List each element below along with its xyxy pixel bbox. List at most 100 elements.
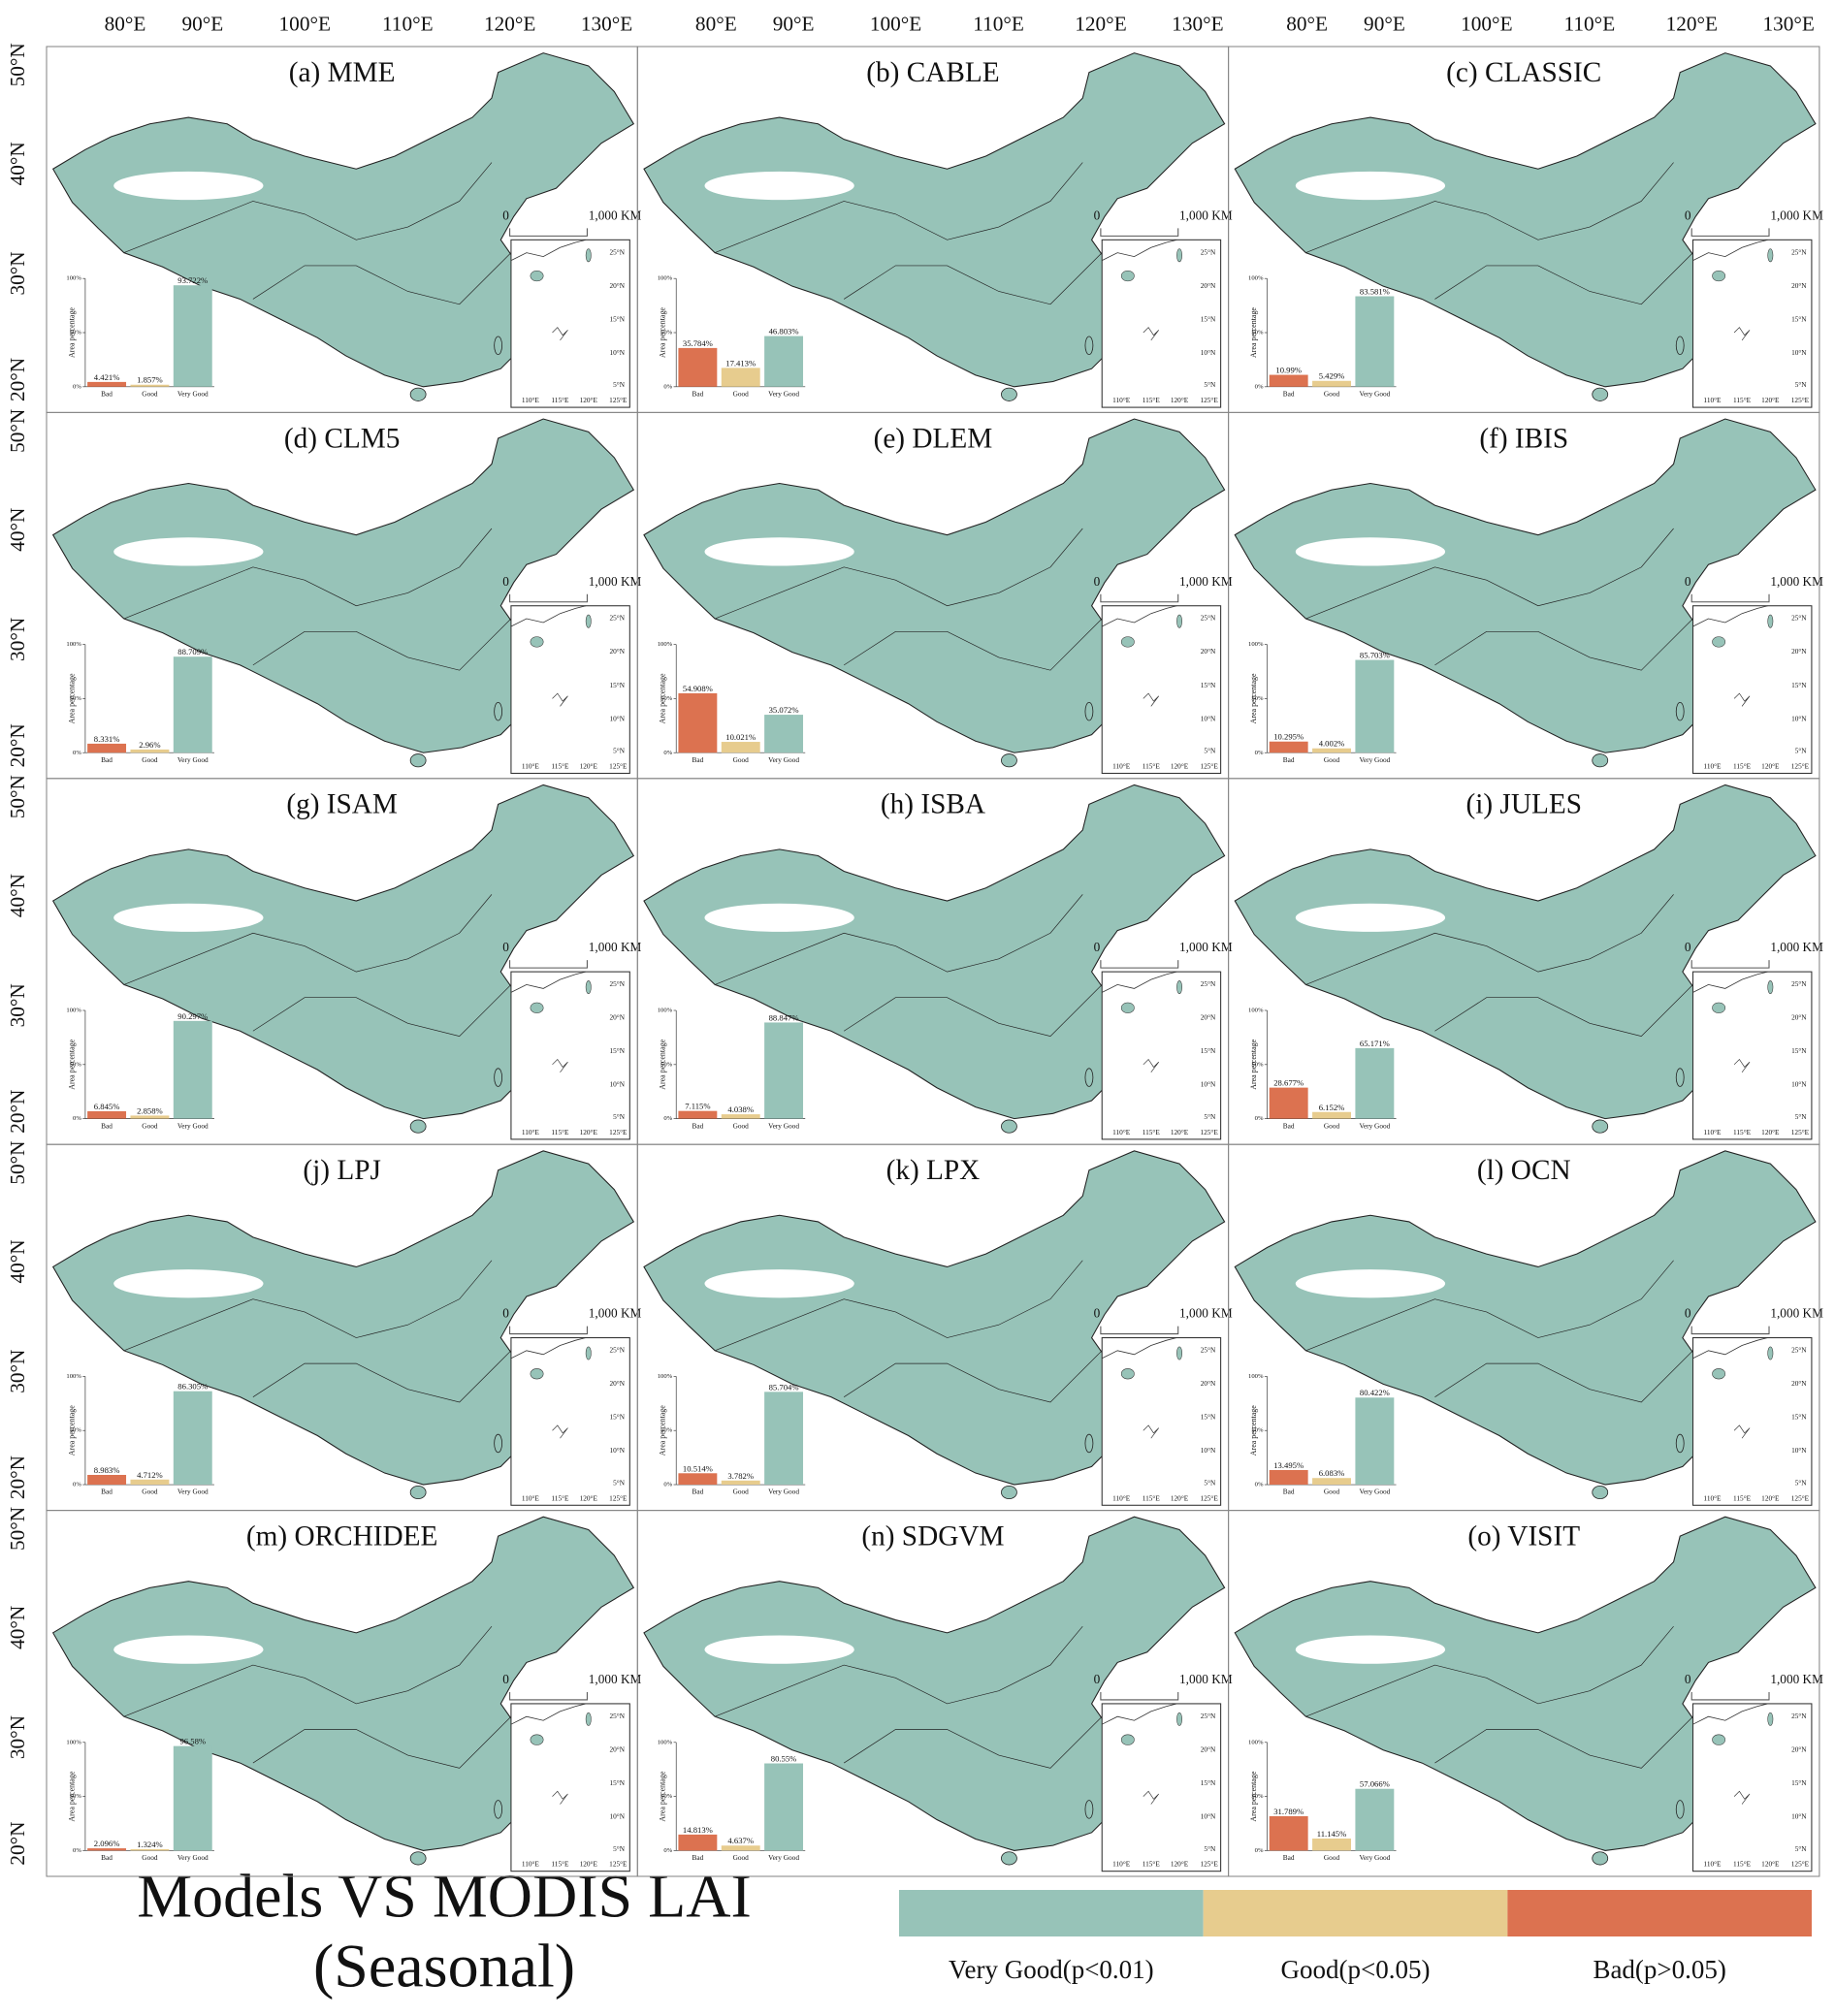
inset-lat-label: 15°N xyxy=(609,1413,625,1422)
inset-frame xyxy=(1691,1703,1813,1872)
legend-swatch xyxy=(1507,1890,1812,1936)
y-tick-label: 100% xyxy=(1248,1373,1264,1380)
lat-label: 40°N xyxy=(6,1239,29,1283)
y-tick-label: 0% xyxy=(73,750,81,756)
inset-lat-label: 25°N xyxy=(1791,1345,1807,1354)
inset-lon-label: 125°E xyxy=(609,396,628,404)
inset-hainan xyxy=(1712,270,1726,282)
lat-label: 40°N xyxy=(6,1606,29,1649)
scale-label: 0 xyxy=(502,940,509,954)
y-tick-label: 0% xyxy=(73,1115,81,1122)
desert-blank xyxy=(113,537,264,566)
province-lines xyxy=(252,252,512,305)
value-label: 88.709% xyxy=(177,647,208,656)
inset-islands xyxy=(1733,692,1751,707)
inset-frame xyxy=(510,605,630,775)
province-lines xyxy=(252,618,512,671)
inset-lon-label: 125°E xyxy=(1791,1493,1810,1502)
lon-label: 80°E xyxy=(695,13,737,36)
inset-lat-label: 10°N xyxy=(1791,348,1807,357)
desert-blank xyxy=(704,1269,854,1298)
scale-bar xyxy=(1100,1691,1179,1701)
inset-coast xyxy=(1102,605,1177,627)
value-label: 7.115% xyxy=(685,1102,710,1111)
inset-lon-label: 120°E xyxy=(1761,1860,1780,1869)
inset-hainan xyxy=(1120,1734,1135,1745)
panel: (i) JULES 0 1,000 KM 110°E 115°E 120°E 125°E 25… xyxy=(1228,778,1823,1145)
scale-bar xyxy=(509,1326,588,1335)
panel-title: (m) ORCHIDEE xyxy=(246,1521,438,1552)
y-tick-label: 0% xyxy=(663,1115,672,1122)
y-tick-label: 100% xyxy=(66,1373,81,1380)
bar xyxy=(87,1474,127,1486)
scale-label: 1,000 KM xyxy=(589,574,642,589)
bar xyxy=(130,749,170,753)
lat-label: 20°N xyxy=(6,723,29,767)
province-lines xyxy=(1305,528,1674,620)
inset-lat-label: 20°N xyxy=(1201,281,1216,290)
inset-lat-label: 20°N xyxy=(1791,281,1807,290)
inset-lat-label: 20°N xyxy=(609,1379,625,1388)
y-axis-label: Area percentage xyxy=(659,1771,667,1821)
hainan xyxy=(1001,1851,1017,1866)
inset-lon-label: 125°E xyxy=(609,1860,628,1869)
y-tick-label: 100% xyxy=(1248,1008,1264,1014)
panel-title: (j) LPJ xyxy=(303,1155,380,1186)
inset-lon-label: 125°E xyxy=(1791,396,1810,404)
inset-islands xyxy=(552,327,568,341)
inset-lat-label: 20°N xyxy=(1791,1744,1807,1753)
inset-lat-label: 25°N xyxy=(609,247,625,256)
scale-label: 0 xyxy=(1094,574,1101,589)
bar xyxy=(1355,659,1395,753)
province-lines xyxy=(1305,1260,1674,1352)
y-tick-label: 0% xyxy=(73,1482,81,1488)
value-label: 65.171% xyxy=(1360,1039,1390,1048)
inset-lat-label: 5°N xyxy=(613,747,626,755)
panel: (k) LPX 0 1,000 KM 110°E 115°E 120°E 125°E 25°N… xyxy=(636,1143,1233,1512)
bar xyxy=(1355,1397,1395,1486)
inset-lat-label: 25°N xyxy=(1201,1345,1216,1354)
lon-label: 90°E xyxy=(773,13,815,36)
china-map xyxy=(1234,1516,1817,1851)
figure-subtitle: (Seasonal) xyxy=(313,1932,575,2000)
y-axis-label: Area percentage xyxy=(659,673,667,723)
y-tick-label: 0% xyxy=(73,383,81,390)
y-tick-label: 100% xyxy=(66,641,81,648)
scale-bar xyxy=(1690,1326,1770,1335)
inset-islands xyxy=(1733,1790,1751,1805)
lat-label: 40°N xyxy=(6,874,29,917)
x-tick-label: Bad xyxy=(1283,755,1295,764)
bar xyxy=(678,1834,718,1851)
inset-coast xyxy=(1102,971,1177,993)
inset-lon-label: 125°E xyxy=(1200,1860,1218,1869)
bar xyxy=(764,715,804,753)
y-tick-label: 50% xyxy=(660,1427,673,1434)
legend-swatch xyxy=(1203,1890,1508,1936)
inset-lon-label: 110°E xyxy=(522,1860,540,1869)
lat-label: 30°N xyxy=(6,618,29,661)
inset-frame xyxy=(1691,971,1813,1140)
bar xyxy=(173,1020,212,1119)
x-tick-label: Bad xyxy=(101,755,113,764)
lat-label: 30°N xyxy=(6,983,29,1027)
hainan xyxy=(1001,753,1017,768)
x-tick-label: Very Good xyxy=(177,1853,209,1862)
x-tick-label: Good xyxy=(733,1121,750,1130)
inset-lon-label: 120°E xyxy=(1761,1128,1780,1136)
inset-lat-label: 25°N xyxy=(1791,979,1807,988)
lat-label: 50°N xyxy=(6,1507,29,1551)
y-tick-label: 50% xyxy=(1251,330,1264,336)
bar xyxy=(721,1480,760,1486)
bar xyxy=(764,1392,804,1486)
inset-lat-label: 25°N xyxy=(1201,1712,1216,1720)
y-axis-label: Area percentage xyxy=(67,1039,76,1089)
province-lines xyxy=(1434,1350,1693,1403)
inset-frame xyxy=(1101,1703,1222,1872)
x-tick-label: Bad xyxy=(692,389,703,398)
province-lines xyxy=(252,1715,512,1769)
desert-blank xyxy=(704,171,854,201)
y-tick-label: 100% xyxy=(1248,275,1264,282)
inset-lon-label: 115°E xyxy=(551,1860,569,1869)
value-label: 3.782% xyxy=(727,1471,754,1481)
